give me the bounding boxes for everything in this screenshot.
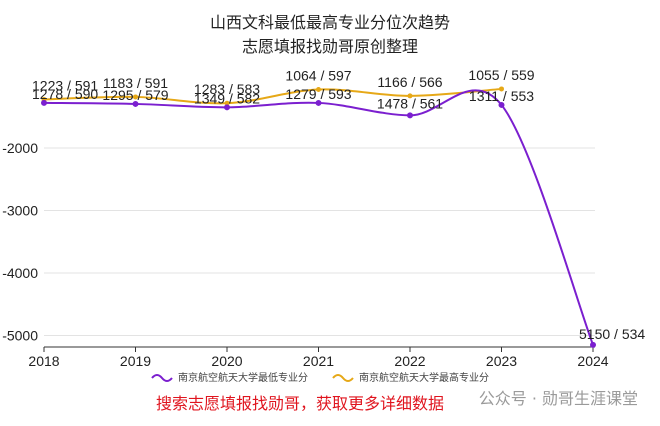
data-label-min: 1311 / 553: [469, 88, 534, 104]
legend: 南京航空航天大学最低专业分 南京航空航天大学最高专业分: [151, 371, 489, 384]
data-point-max[interactable]: [133, 94, 138, 100]
legend-item-min[interactable]: 南京航空航天大学最低专业分: [151, 371, 308, 384]
data-point-min[interactable]: [41, 99, 47, 106]
data-label-min: 1279 / 593: [285, 86, 351, 102]
watermark-text: 公众号 · 勋哥生涯课堂: [479, 389, 638, 408]
legend-label-max: 南京航空航天大学最高专业分: [359, 371, 489, 384]
data-label-max: 1223 / 591: [32, 77, 98, 93]
data-label-min: 5150 / 534: [579, 326, 645, 342]
x-tick-label: 2020: [211, 353, 242, 369]
series-line-min: [43, 89, 594, 346]
data-label-min: 1349 / 582: [194, 90, 260, 106]
x-tick-label: 2023: [486, 353, 517, 369]
x-tick-label: 2018: [28, 353, 59, 369]
data-label-min: 1295 / 579: [102, 87, 168, 103]
legend-label-min: 南京航空航天大学最低专业分: [178, 371, 308, 384]
series-line-max: [43, 87, 502, 105]
chart-subtitle: 志愿填报找勋哥原创整理: [242, 37, 418, 56]
data-label-max: 1283 / 583: [194, 81, 260, 97]
data-labels: 1278 / 590 1295 / 579 1349 / 582 1279 / 593…: [32, 67, 645, 342]
x-tick-label: 2024: [577, 353, 608, 369]
data-label-min: 1278 / 590: [32, 86, 98, 102]
legend-swatch-max: [332, 374, 354, 382]
promo-text: 搜索志愿填报找勋哥，获取更多详细数据: [156, 394, 444, 413]
data-point-min[interactable]: [315, 99, 322, 106]
legend-item-max[interactable]: 南京航空航天大学最高专业分: [332, 371, 489, 384]
x-tick-label: 2019: [120, 353, 151, 369]
legend-swatch-min: [151, 374, 173, 382]
x-axis: 2018 2019 2020 2021 2022 2023 2024: [28, 347, 609, 369]
x-tick-label: 2021: [303, 353, 334, 369]
x-tick-label: 2022: [394, 353, 425, 369]
data-point-max[interactable]: [407, 93, 413, 99]
data-point-max[interactable]: [499, 86, 504, 92]
data-point-min[interactable]: [498, 101, 505, 108]
data-label-max: 1055 / 559: [468, 67, 534, 83]
data-point-max[interactable]: [316, 87, 321, 92]
y-tick-label: -3000: [2, 203, 38, 219]
data-label-max: 1064 / 597: [285, 68, 351, 84]
data-label-max: 1166 / 566: [377, 74, 442, 90]
series-layer: [41, 86, 596, 348]
data-label-max: 1183 / 591: [103, 75, 168, 91]
chart-title: 山西文科最低最高专业分位次趋势: [210, 13, 450, 32]
data-point-min[interactable]: [224, 104, 230, 111]
y-tick-label: -4000: [2, 265, 38, 281]
y-tick-label: -5000: [2, 328, 38, 344]
y-axis: -2000 -3000 -4000 -5000: [2, 140, 38, 344]
data-point-min[interactable]: [590, 341, 596, 348]
data-label-min: 1478 / 561: [377, 95, 443, 111]
data-point-min[interactable]: [132, 100, 139, 107]
grid-lines: [44, 147, 595, 336]
data-point-min[interactable]: [407, 112, 413, 119]
data-point-max[interactable]: [224, 100, 230, 106]
y-tick-label: -2000: [2, 140, 38, 156]
